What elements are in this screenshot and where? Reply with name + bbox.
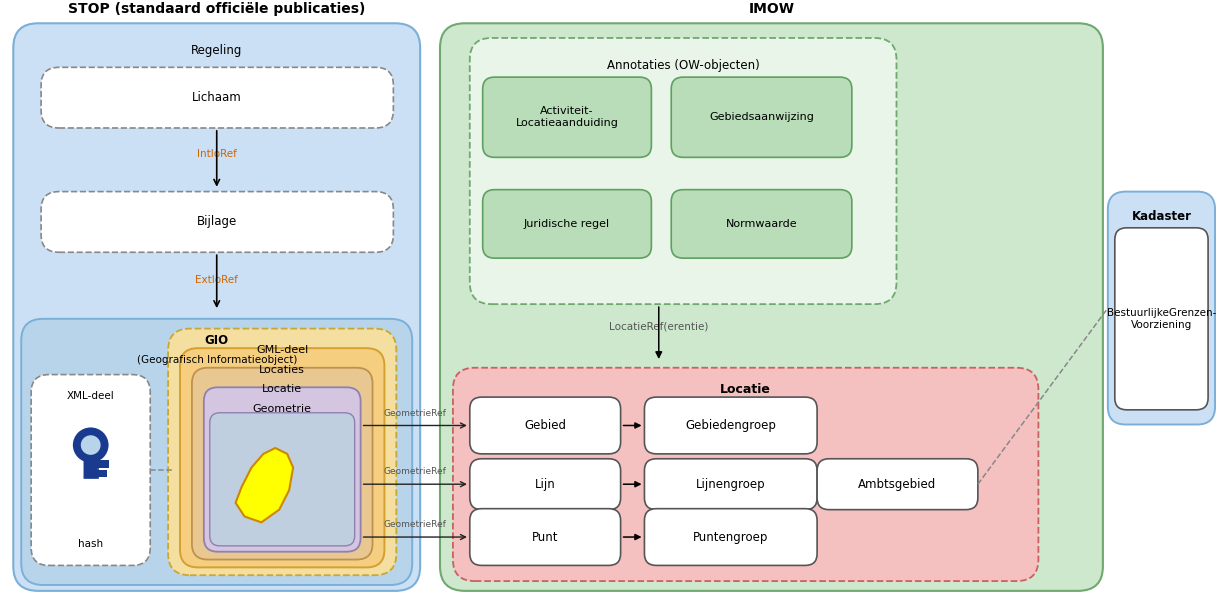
FancyBboxPatch shape	[645, 397, 817, 454]
Text: Gebiedengroep: Gebiedengroep	[686, 419, 777, 432]
FancyBboxPatch shape	[192, 368, 373, 559]
FancyBboxPatch shape	[817, 459, 977, 510]
FancyBboxPatch shape	[483, 190, 651, 258]
FancyBboxPatch shape	[470, 459, 620, 510]
Text: Lijn: Lijn	[534, 478, 555, 490]
FancyBboxPatch shape	[470, 38, 896, 304]
Text: STOP (standaard officiële publicaties): STOP (standaard officiële publicaties)	[68, 2, 366, 16]
FancyBboxPatch shape	[439, 24, 1103, 591]
Text: Regeling: Regeling	[191, 44, 243, 57]
FancyBboxPatch shape	[204, 387, 361, 551]
Text: GIO: GIO	[204, 334, 229, 347]
Text: LocatieRef(erentie): LocatieRef(erentie)	[609, 322, 709, 332]
Text: Lichaam: Lichaam	[192, 91, 243, 104]
Text: GeometrieRef: GeometrieRef	[384, 520, 447, 529]
Text: Locatie: Locatie	[262, 384, 303, 394]
Text: Puntengroep: Puntengroep	[693, 530, 768, 544]
FancyBboxPatch shape	[41, 67, 394, 128]
Text: Locaties: Locaties	[260, 365, 305, 374]
Text: Juridische regel: Juridische regel	[524, 219, 611, 229]
FancyBboxPatch shape	[671, 190, 852, 258]
Circle shape	[73, 428, 108, 463]
Text: Punt: Punt	[532, 530, 559, 544]
Text: IntIoRef: IntIoRef	[197, 149, 236, 159]
FancyBboxPatch shape	[453, 368, 1039, 581]
Bar	[97, 460, 108, 467]
Text: ⚿: ⚿	[81, 451, 100, 480]
FancyBboxPatch shape	[41, 191, 394, 252]
FancyBboxPatch shape	[483, 77, 651, 158]
Circle shape	[81, 435, 101, 455]
Text: BestuurlijkeGrenzen-
Voorziening: BestuurlijkeGrenzen- Voorziening	[1107, 308, 1216, 330]
Text: GML-deel: GML-deel	[256, 345, 308, 355]
Text: ExtIoRef: ExtIoRef	[196, 275, 238, 284]
Bar	[97, 469, 107, 477]
Text: XML-deel: XML-deel	[66, 391, 114, 401]
FancyBboxPatch shape	[21, 319, 412, 585]
FancyBboxPatch shape	[1115, 228, 1208, 410]
Text: Gebiedsaanwijzing: Gebiedsaanwijzing	[709, 112, 814, 122]
FancyBboxPatch shape	[470, 397, 620, 454]
FancyBboxPatch shape	[169, 329, 396, 575]
Text: Annotaties (OW-objecten): Annotaties (OW-objecten)	[607, 59, 760, 72]
Text: (Geografisch Informatieobject): (Geografisch Informatieobject)	[137, 355, 297, 365]
Bar	[85, 440, 97, 477]
FancyBboxPatch shape	[671, 77, 852, 158]
FancyBboxPatch shape	[1108, 191, 1215, 425]
Text: Geometrie: Geometrie	[252, 404, 311, 414]
Text: Lijnengroep: Lijnengroep	[696, 478, 766, 490]
Polygon shape	[235, 448, 293, 522]
Text: Bijlage: Bijlage	[197, 216, 238, 228]
FancyBboxPatch shape	[180, 348, 384, 567]
Text: hash: hash	[78, 539, 103, 549]
Text: Locatie: Locatie	[720, 383, 771, 396]
FancyBboxPatch shape	[31, 374, 150, 565]
Text: GeometrieRef: GeometrieRef	[384, 409, 447, 417]
FancyBboxPatch shape	[645, 509, 817, 565]
FancyBboxPatch shape	[14, 24, 420, 591]
Text: GeometrieRef: GeometrieRef	[384, 467, 447, 477]
Text: Gebied: Gebied	[524, 419, 566, 432]
Text: Activiteit-
Locatieaanduiding: Activiteit- Locatieaanduiding	[516, 106, 618, 128]
FancyBboxPatch shape	[470, 509, 620, 565]
FancyBboxPatch shape	[209, 413, 355, 546]
FancyBboxPatch shape	[645, 459, 817, 510]
Text: IMOW: IMOW	[748, 2, 794, 16]
Text: Ambtsgebied: Ambtsgebied	[858, 478, 937, 490]
Text: Normwaarde: Normwaarde	[726, 219, 798, 229]
Text: Kadaster: Kadaster	[1131, 210, 1192, 222]
